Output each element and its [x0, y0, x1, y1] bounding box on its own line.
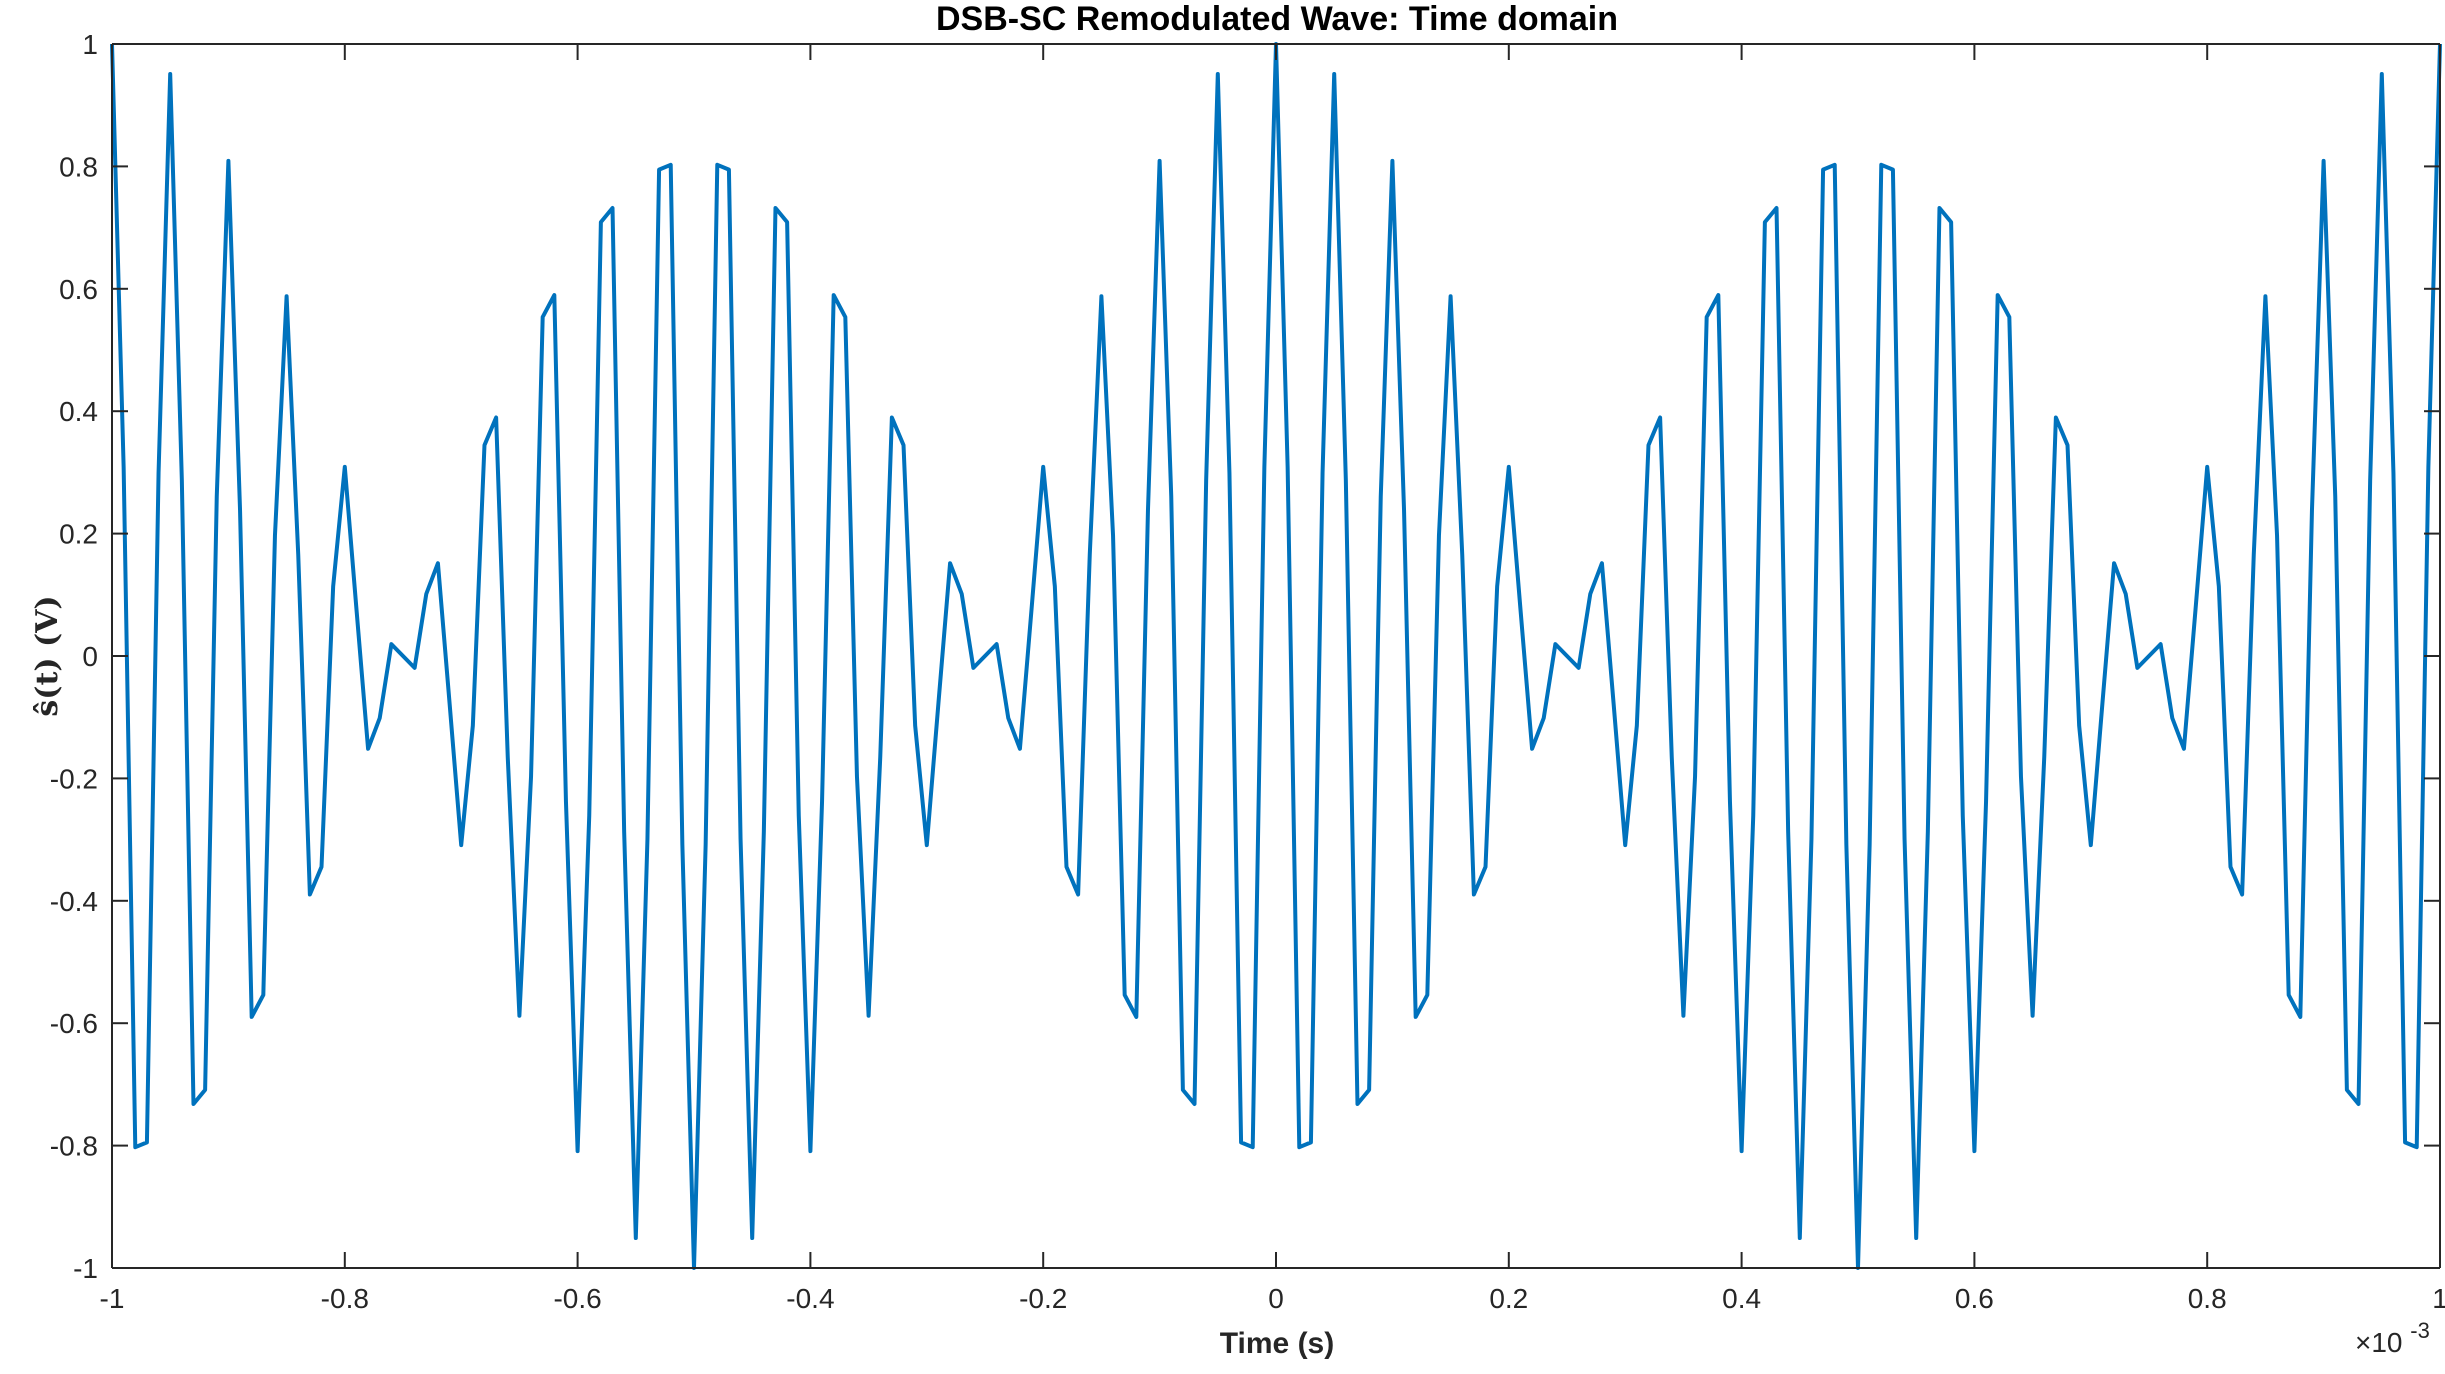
x-tick-label: -0.4 [786, 1283, 834, 1314]
x-tick-label: 0.8 [2188, 1283, 2227, 1314]
x-tick-label: -1 [100, 1283, 125, 1314]
y-tick-label: -0.8 [50, 1131, 98, 1162]
x-axis-exponent-power: -3 [2410, 1318, 2430, 1343]
x-tick-label: 1 [2432, 1283, 2445, 1314]
y-tick-label: 0 [82, 641, 98, 672]
x-tick-label: -0.8 [321, 1283, 369, 1314]
x-axis-label: Time (s) [1220, 1327, 1334, 1360]
x-tick-label: 0.6 [1955, 1283, 1994, 1314]
y-tick-label: -0.6 [50, 1008, 98, 1039]
y-tick-label: 0.6 [59, 274, 98, 305]
ticks: -1 -0.8 -0.6 -0.4 -0.2 0 0.2 0.4 0.6 0.8 1 -1 -0.8 -0… [50, 29, 2445, 1314]
x-tick-label: 0.2 [1489, 1283, 1528, 1314]
x-tick-label: -0.6 [553, 1283, 601, 1314]
x-axis-exponent-base: ×10 [2355, 1327, 2403, 1358]
y-axis-label: ŝ(t) (V) [30, 595, 65, 716]
x-tick-label: 0 [1268, 1283, 1284, 1314]
y-tick-label: 1 [82, 29, 98, 60]
x-tick-label: -0.2 [1019, 1283, 1067, 1314]
y-tick-label: 0.2 [59, 519, 98, 550]
y-tick-label: 0.8 [59, 151, 98, 182]
x-axis-exponent: ×10 -3 [2355, 1318, 2430, 1358]
y-tick-label: -0.4 [50, 886, 98, 917]
y-tick-label: 0.4 [59, 396, 98, 427]
x-tick-label: 0.4 [1722, 1283, 1761, 1314]
y-tick-label: -0.2 [50, 763, 98, 794]
chart-title: DSB-SC Remodulated Wave: Time domain [936, 0, 1618, 38]
y-tick-label: -1 [73, 1253, 98, 1284]
